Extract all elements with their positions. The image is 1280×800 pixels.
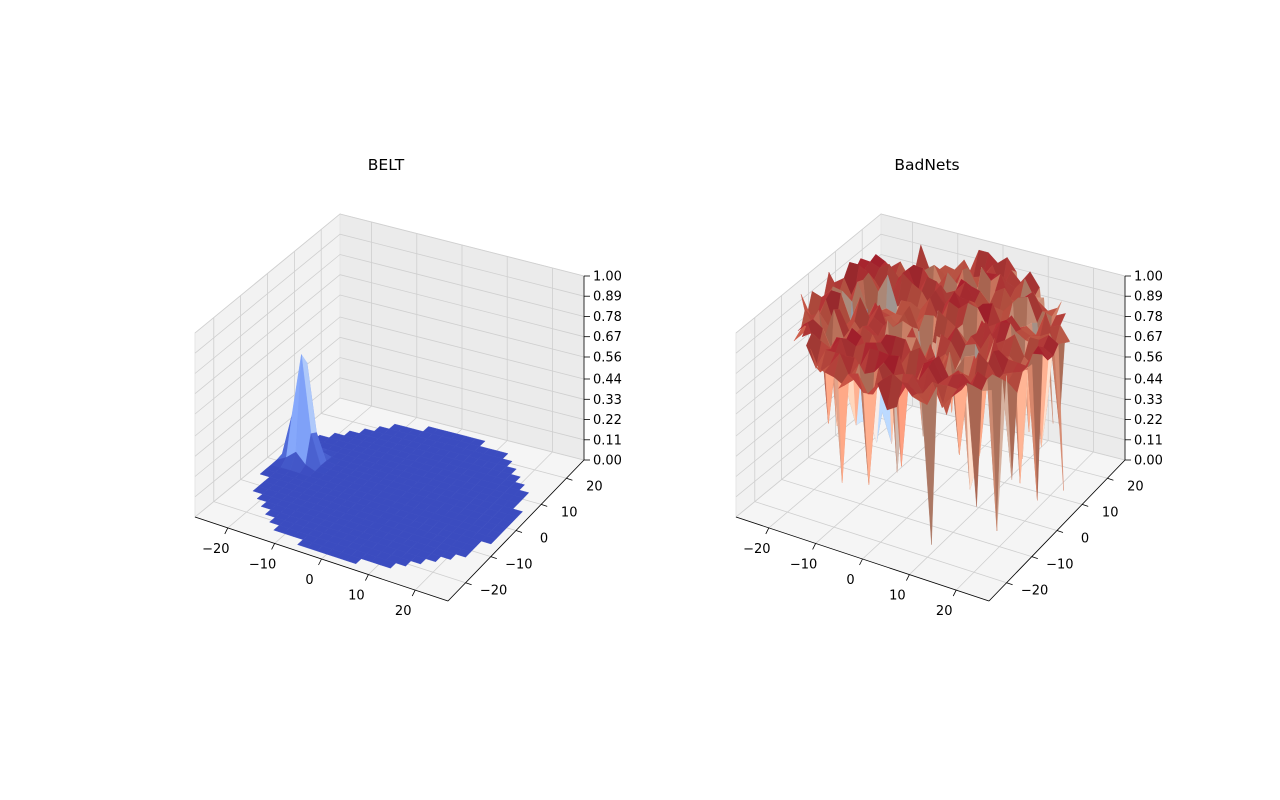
z-tick-label: 0.78 [1134,310,1163,325]
y-tick [490,556,497,559]
surface-patch [440,550,457,560]
y-tick-label: −10 [505,558,532,573]
surface-patch [395,557,412,567]
y-tick [541,504,548,507]
x-tick [952,589,957,597]
x-tick-label: 0 [305,573,313,588]
surface-patch [345,555,362,565]
y-tick [1107,477,1114,481]
surface-patch [886,373,903,411]
surface-patch [921,386,938,545]
x-tick-label: 20 [936,604,953,619]
x-tick [318,558,322,566]
z-tick-label: 0.89 [1134,290,1163,305]
z-grid-line [194,357,585,477]
z-grid-line [194,233,585,354]
tick-labels: −20 −10 0 10 20 −20 −10 0 10 20 0.00 0.11 0.22 0.33 0.… [743,270,1163,620]
z-grid-line [735,213,1126,334]
x-tick-label: −10 [790,557,817,572]
z-tick-label: 0.33 [593,393,622,408]
z-grid-line [194,213,585,334]
y-tick-label: 0 [540,532,548,547]
y-tick-label: 20 [1127,479,1144,494]
surface [252,353,530,569]
surface-patch [966,382,983,507]
z-tick-label: 0.44 [1134,373,1163,388]
surface-patch [981,378,998,531]
x-tick-label: −10 [249,557,276,572]
x-tick-label: 0 [846,573,854,588]
tick-labels: −20 −10 0 10 20 −20 −10 0 10 20 0.00 0.11 0.22 0.33 0.… [202,270,622,620]
z-grid-line [735,254,1126,374]
z-grid-line [194,336,585,457]
y-tick [515,530,523,533]
z-tick-label: 0.33 [1134,393,1163,408]
y-tick-label: −20 [480,584,507,599]
surface-patch [996,375,1012,531]
surface-patch [1022,364,1038,501]
x-tick-label: −20 [743,542,770,557]
y-tick-label: 10 [561,505,578,520]
x-tick [859,558,863,566]
x-tick [906,574,910,581]
y-tick [1006,582,1013,586]
z-tick-label: 0.56 [593,351,622,366]
x-tick [271,543,275,550]
surface-patch [936,386,953,416]
surface-patch [410,555,427,565]
surface-patch [481,535,497,545]
y-tick-label: 10 [1102,505,1119,520]
y-tick [465,582,472,586]
x-tick [411,589,416,597]
z-tick-label: 1.00 [1134,270,1163,285]
y-tick-label: −20 [1021,584,1048,599]
x-tick [365,574,369,581]
z-tick-label: 0.56 [1134,351,1163,366]
z-grid-line [194,274,585,395]
z-tick-label: 0.44 [593,373,622,388]
z-tick-label: 1.00 [593,270,622,285]
z-tick-label: 0.67 [1134,330,1163,345]
y-tick [1056,530,1064,533]
x-tick [765,527,770,535]
surface-patch [425,553,442,563]
surface [793,244,1071,545]
z-grid-line [194,397,585,518]
y-tick-label: 20 [586,479,603,494]
badnets-title: BadNets [894,156,959,174]
belt-3d-axes: −20 −10 0 10 20 −20 −10 0 10 20 0.00 0.11 0.22 0.33 0.… [193,156,622,620]
z-tick-label: 0.78 [593,310,622,325]
z-grid-line [194,316,585,437]
y-tick-label: −10 [1046,558,1073,573]
belt-title: BELT [368,156,405,174]
z-tick-label: 0.00 [593,454,622,469]
surface-patch [455,548,472,558]
z-tick-label: 0.11 [1134,433,1163,448]
z-tick-label: 0.67 [593,330,622,345]
x-tick-label: 20 [395,604,412,619]
z-tick-label: 0.11 [593,433,622,448]
y-tick [1082,504,1089,507]
y-tick [566,477,573,481]
x-tick [224,527,229,535]
x-tick-label: 10 [348,589,365,604]
z-grid-line [735,233,1126,354]
surface-patch [380,559,397,569]
x-tick-label: −20 [202,542,229,557]
surface-patch [951,382,968,398]
z-tick-label: 0.00 [1134,454,1163,469]
z-grid-line [194,294,585,415]
badnets-3d-axes: −20 −10 0 10 20 −20 −10 0 10 20 0.00 0.11 0.22 0.33 0.… [734,156,1163,620]
y-tick [1031,556,1038,559]
z-grid-line [194,377,585,498]
y-tick-label: 0 [1081,532,1089,547]
z-tick-label: 0.89 [593,290,622,305]
z-grid-line [194,254,585,374]
x-tick-label: 10 [889,589,906,604]
z-tick-label: 0.22 [593,413,622,428]
z-tick-label: 0.22 [1134,413,1163,428]
x-tick [812,543,816,550]
